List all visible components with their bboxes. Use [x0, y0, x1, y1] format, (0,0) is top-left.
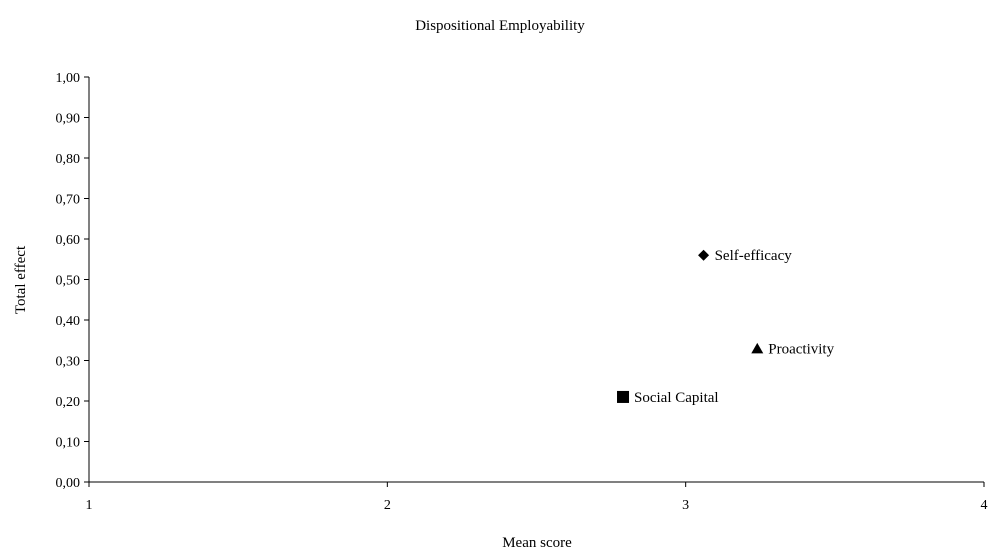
x-tick-label: 4 — [981, 498, 988, 513]
square-marker — [617, 390, 630, 403]
y-tick-label: 0,80 — [56, 152, 81, 167]
data-points: Self-efficacy Proactivity Social Capital — [617, 248, 835, 406]
point-label: Self-efficacy — [715, 248, 793, 264]
y-axis-ticks: 0,00 0,10 0,20 0,30 0,40 0,50 0,60 0,70 0,80 0,90… — [56, 71, 89, 491]
y-tick-label: 1,00 — [56, 71, 81, 86]
y-axis-title: Total effect — [13, 245, 29, 314]
chart-title: Dispositional Employability — [415, 18, 585, 34]
x-tick-label: 1 — [86, 498, 93, 513]
x-axis-ticks: 1 2 3 4 — [86, 482, 988, 513]
y-tick-label: 0,50 — [56, 274, 81, 289]
y-tick-label: 0,70 — [56, 193, 81, 208]
y-tick-label: 0,60 — [56, 233, 81, 248]
y-tick-label: 0,10 — [56, 436, 81, 451]
x-tick-label: 2 — [384, 498, 391, 513]
triangle-marker — [751, 342, 764, 354]
y-tick-label: 0,20 — [56, 395, 81, 410]
x-tick-label: 3 — [682, 498, 689, 513]
y-tick-label: 0,90 — [56, 112, 81, 127]
y-tick-label: 0,00 — [56, 476, 81, 491]
point-label: Proactivity — [768, 341, 834, 357]
y-tick-label: 0,40 — [56, 314, 81, 329]
point-label: Social Capital — [634, 390, 719, 406]
diamond-marker — [698, 249, 710, 261]
y-tick-label: 0,30 — [56, 355, 81, 370]
x-axis-title: Mean score — [502, 535, 572, 551]
